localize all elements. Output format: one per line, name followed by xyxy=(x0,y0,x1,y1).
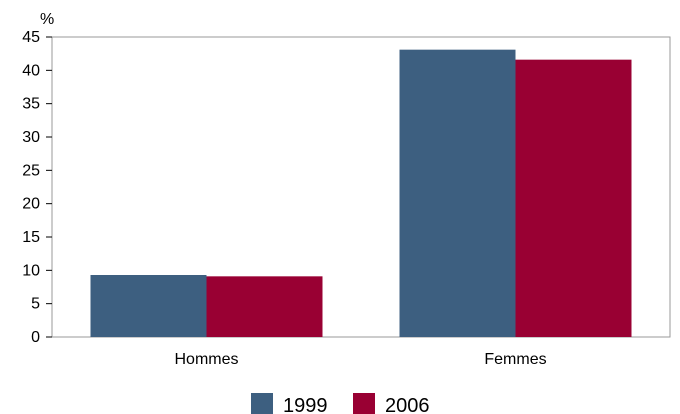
x-axis: Hommes Femmes xyxy=(174,351,546,368)
bar-femmes-2006 xyxy=(515,59,632,338)
bar-femmes-1999 xyxy=(399,49,516,338)
plot-area-border xyxy=(51,36,671,338)
bar-hommes-2006 xyxy=(206,276,323,337)
y-tick-label: 15 xyxy=(22,229,40,246)
y-axis: 0 5 10 15 20 25 30 35 40 45 xyxy=(22,29,52,346)
x-category-label: Femmes xyxy=(484,351,546,368)
y-tick-label: 5 xyxy=(31,296,40,313)
legend: 1999 2006 xyxy=(251,393,430,414)
y-tick-label: 45 xyxy=(22,29,40,46)
y-tick-label: 40 xyxy=(22,62,40,79)
x-category-label: Hommes xyxy=(174,351,238,368)
y-tick-label: 25 xyxy=(22,162,40,179)
y-tick-label: 10 xyxy=(22,262,40,279)
y-tick-label: 35 xyxy=(22,96,40,113)
bars xyxy=(90,49,632,338)
y-tick-label: 0 xyxy=(31,329,40,346)
legend-label-1999: 1999 xyxy=(283,395,328,414)
y-tick-label: 20 xyxy=(22,196,40,213)
legend-swatch-1999 xyxy=(251,393,273,414)
legend-label-2006: 2006 xyxy=(385,395,430,414)
plot-frame xyxy=(51,36,671,338)
y-tick-label: 30 xyxy=(22,129,40,146)
legend-swatch-2006 xyxy=(353,393,375,414)
y-axis-unit-label: % xyxy=(40,11,54,28)
bar-hommes-1999 xyxy=(90,275,207,337)
